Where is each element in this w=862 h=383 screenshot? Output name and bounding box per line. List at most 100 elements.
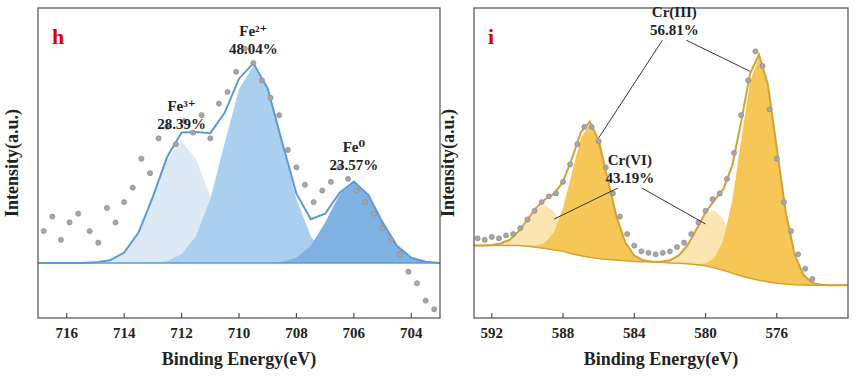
data-point <box>268 95 273 100</box>
data-point <box>788 228 793 233</box>
data-point <box>746 78 751 83</box>
baseline <box>474 246 848 286</box>
y-axis-label: Intensity(a.u.) <box>2 109 23 217</box>
data-point <box>216 101 221 106</box>
x-tick <box>238 313 239 318</box>
data-point <box>496 236 501 241</box>
data-point <box>139 156 144 161</box>
data-point <box>67 220 72 225</box>
data-point <box>568 162 573 167</box>
data-point <box>710 197 715 202</box>
data-point <box>489 234 494 239</box>
component-share: 43.19% <box>605 170 654 186</box>
x-axis-label: Binding Energy(eV) <box>162 349 317 370</box>
data-point <box>130 185 135 190</box>
component-area <box>474 57 848 285</box>
data-point <box>104 205 109 210</box>
x-tick <box>181 313 182 318</box>
data-point <box>50 214 55 219</box>
x-tick <box>491 313 492 318</box>
data-point <box>414 281 419 286</box>
data-point <box>371 211 376 216</box>
data-point <box>251 60 256 65</box>
x-axis-label: Binding Energy(eV) <box>584 349 739 370</box>
data-point <box>147 171 152 176</box>
component-name: Fe²⁺ <box>239 23 267 39</box>
data-point <box>646 250 651 255</box>
data-point <box>380 226 385 231</box>
data-point <box>703 208 708 213</box>
component-name: Cr(III) <box>652 4 697 21</box>
data-point <box>518 226 523 231</box>
data-point <box>328 179 333 184</box>
data-point <box>553 191 558 196</box>
plot-area <box>38 46 440 312</box>
data-point <box>234 69 239 74</box>
x-tick <box>296 313 297 318</box>
data-point <box>546 194 551 199</box>
x-tick-label: 576 <box>766 325 789 341</box>
data-point <box>803 266 808 271</box>
data-point <box>173 142 178 147</box>
x-tick-label: 712 <box>170 325 193 341</box>
x-tick-label: 592 <box>481 325 504 341</box>
data-point <box>717 191 722 196</box>
data-point <box>582 124 587 129</box>
data-point <box>406 269 411 274</box>
data-point <box>389 237 394 242</box>
data-point <box>796 252 801 257</box>
data-point <box>363 200 368 205</box>
component-share: 28.39% <box>157 116 206 132</box>
data-point <box>475 236 480 241</box>
data-point <box>532 208 537 213</box>
x-tick <box>562 313 563 318</box>
x-tick <box>353 313 354 318</box>
data-point <box>781 200 786 205</box>
data-point <box>96 240 101 245</box>
x-tick-label: 704 <box>400 325 423 341</box>
data-point <box>354 188 359 193</box>
x-tick <box>705 313 706 318</box>
panel-letter: h <box>52 24 64 49</box>
data-point <box>767 107 772 112</box>
data-point <box>525 217 530 222</box>
data-point <box>575 142 580 147</box>
x-tick-label: 708 <box>285 325 308 341</box>
x-tick-label: 588 <box>552 325 575 341</box>
data-point <box>76 211 81 216</box>
data-point <box>156 136 161 141</box>
data-point <box>482 237 487 242</box>
data-point <box>511 231 516 236</box>
data-point <box>113 220 118 225</box>
data-point <box>208 136 213 141</box>
data-point <box>653 252 658 257</box>
x-tick <box>66 313 67 318</box>
data-point <box>225 89 230 94</box>
data-point <box>689 231 694 236</box>
data-point <box>667 249 672 254</box>
data-point <box>285 147 290 152</box>
data-point <box>753 49 758 54</box>
data-point <box>277 113 282 118</box>
data-point <box>346 176 351 181</box>
data-point <box>617 214 622 219</box>
y-axis-label: Intensity(a.u.) <box>438 109 459 217</box>
plot-frame <box>474 8 848 318</box>
panel-letter: i <box>488 24 494 49</box>
data-point <box>774 156 779 161</box>
data-point <box>810 276 815 281</box>
data-point <box>625 231 630 236</box>
data-point <box>639 249 644 254</box>
component-share: 48.04% <box>229 41 278 57</box>
data-point <box>731 150 736 155</box>
leader-line <box>642 188 706 224</box>
data-point <box>397 252 402 257</box>
leader-line <box>599 40 663 138</box>
data-point <box>311 200 316 205</box>
data-point <box>302 182 307 187</box>
fit-envelope <box>38 63 440 263</box>
x-tick-label: 714 <box>113 325 136 341</box>
data-point <box>589 124 594 129</box>
data-point <box>660 250 665 255</box>
data-point <box>539 200 544 205</box>
